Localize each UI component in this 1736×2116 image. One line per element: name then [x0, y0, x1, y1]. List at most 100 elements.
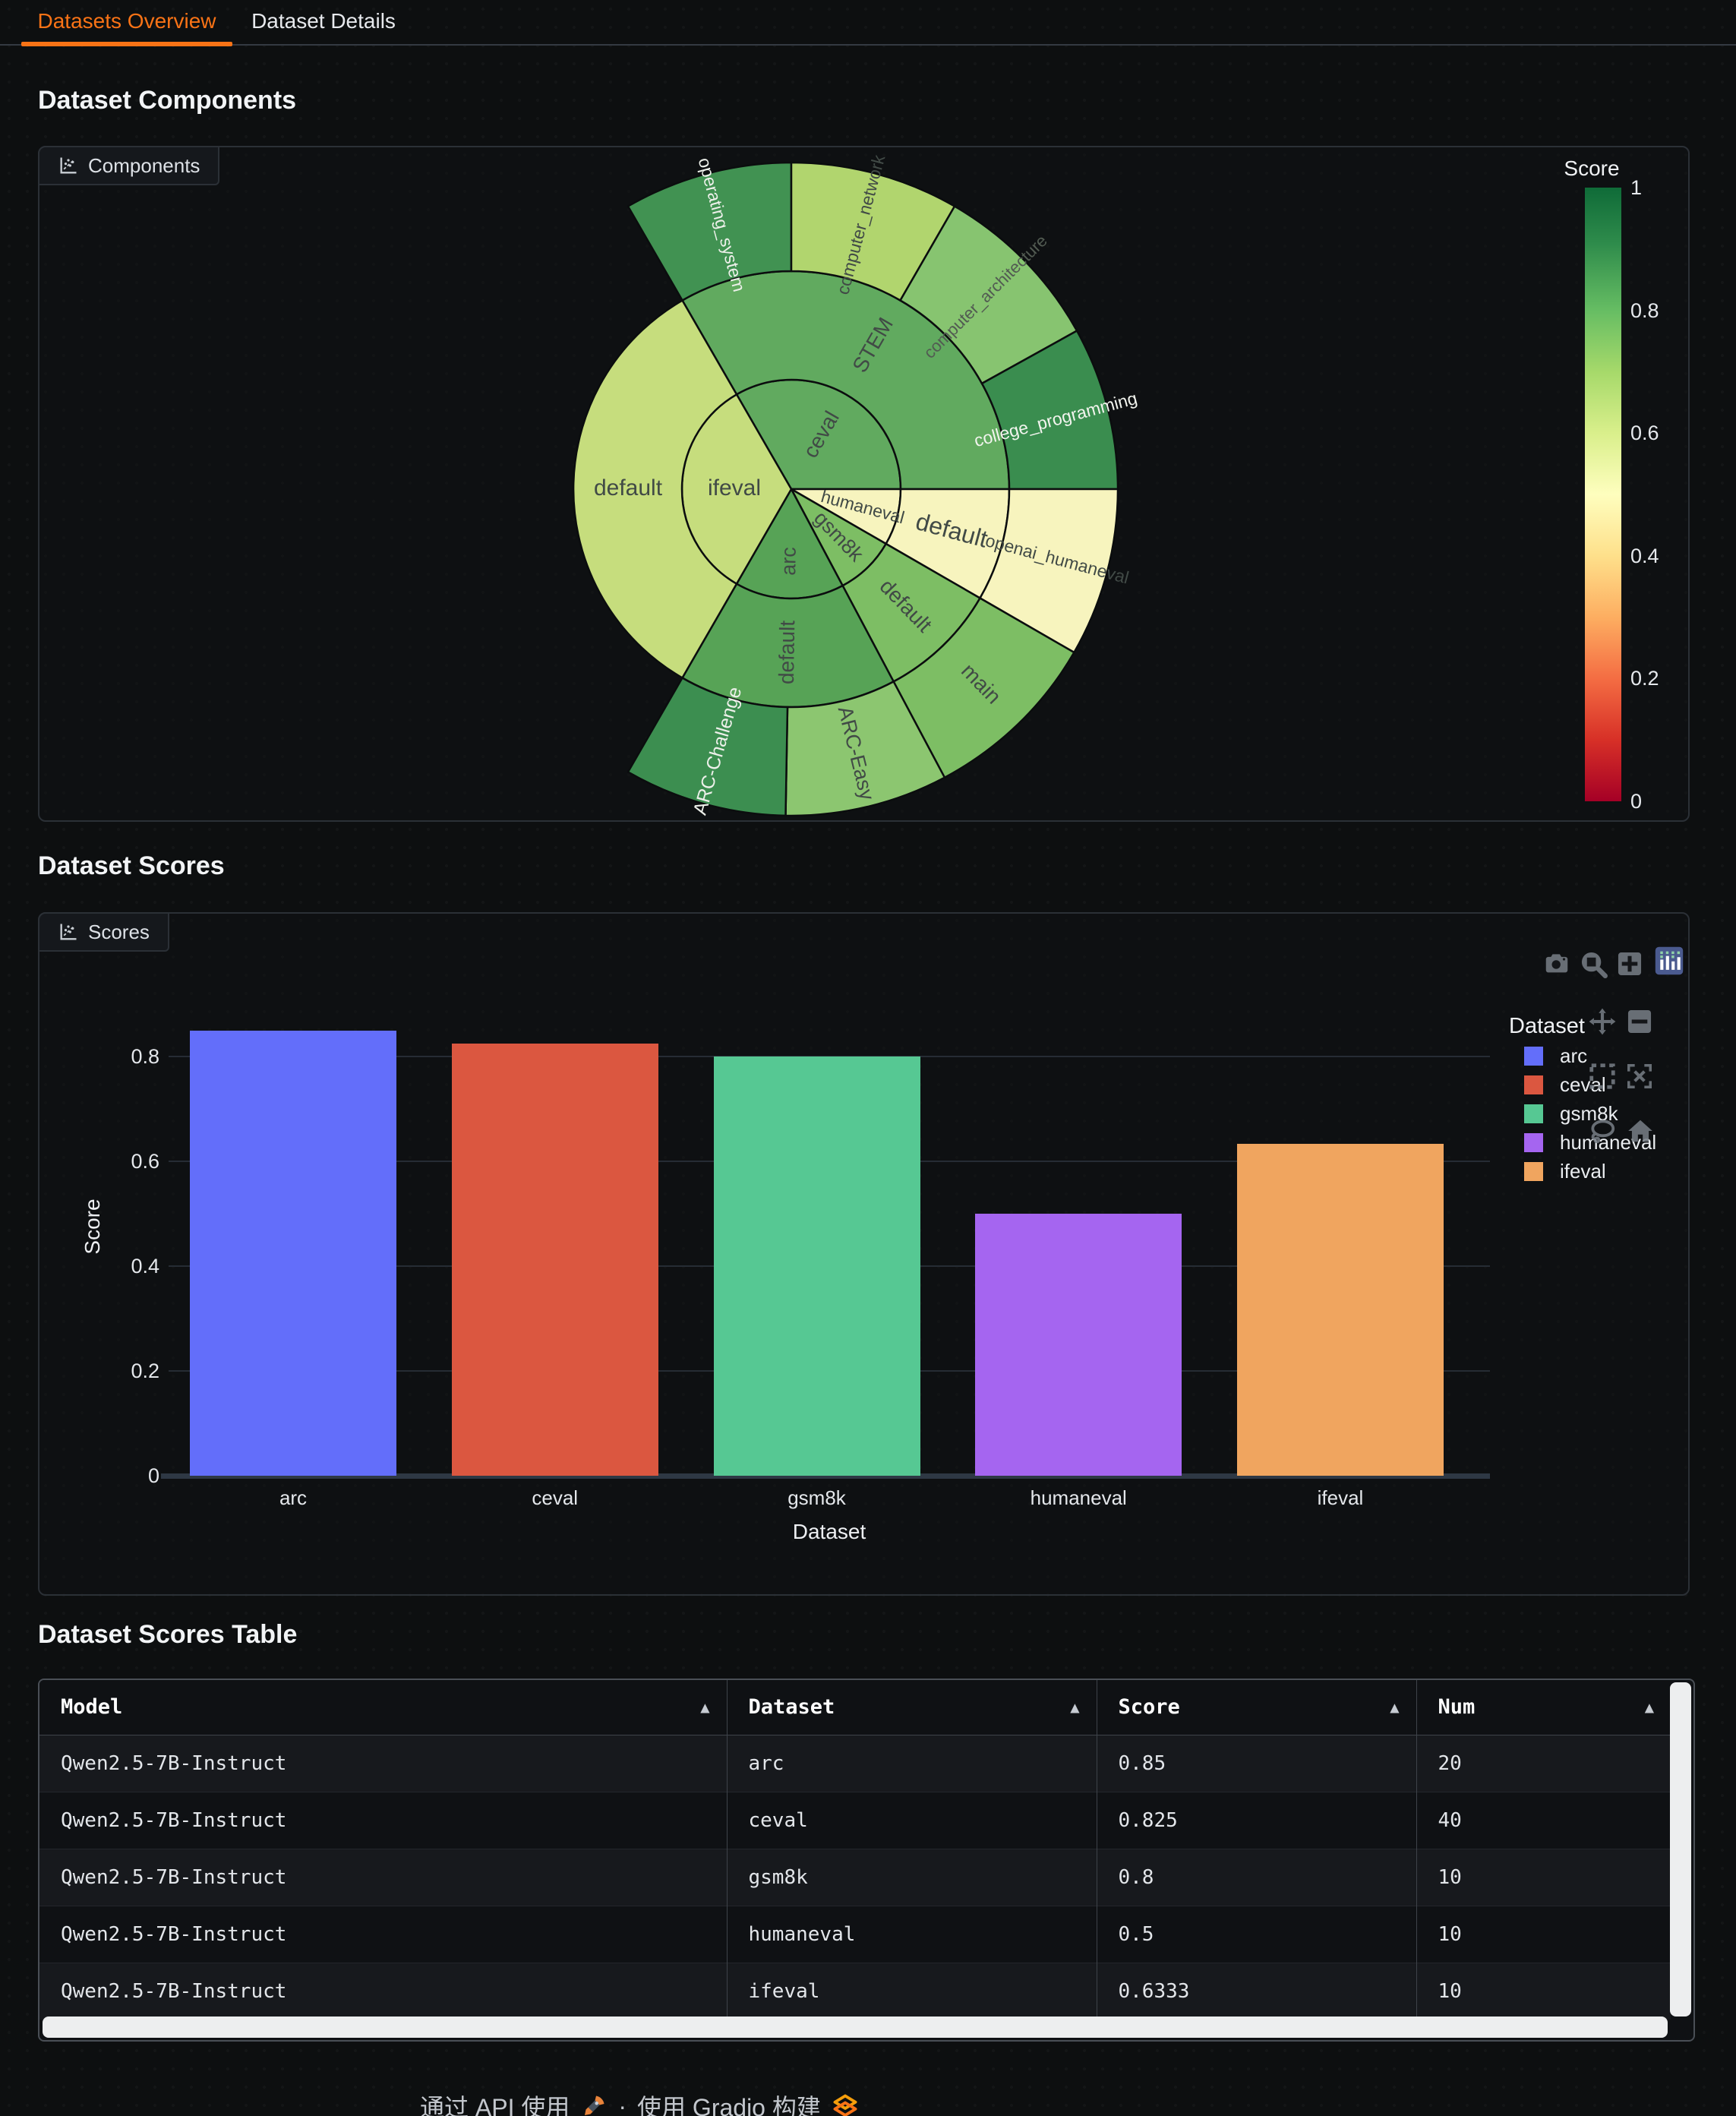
sunburst-label-arc: arc [777, 547, 800, 576]
x-tick-humaneval: humaneval [1030, 1486, 1127, 1509]
y-tick-0.4: 0.4 [131, 1255, 159, 1277]
sort-arrow-icon[interactable]: ▲ [1070, 1700, 1080, 1715]
autoscale-icon[interactable] [1623, 1060, 1656, 1093]
x-tick-ifeval: ifeval [1317, 1486, 1364, 1509]
cell-score-0[interactable]: 0.85 [1096, 1734, 1416, 1792]
cell-score-4[interactable]: 0.6333 [1096, 1962, 1416, 2020]
column-header-num[interactable]: Num ▲ [1416, 1680, 1671, 1735]
table-row-gsm8k: Qwen2.5-7B-Instruct gsm8k 0.8 10 [39, 1848, 1671, 1906]
footer-gradio-link[interactable]: 使用 Gradio 构建 [637, 2094, 821, 2116]
sort-arrow-icon[interactable]: ▲ [700, 1700, 710, 1715]
table-row-ceval: Qwen2.5-7B-Instruct ceval 0.825 40 [39, 1791, 1671, 1849]
camera-icon[interactable] [1540, 947, 1573, 981]
cell-num-1[interactable]: 40 [1416, 1791, 1671, 1849]
legend-swatch-ceval [1524, 1075, 1543, 1094]
active-tab-underline [21, 42, 232, 46]
tab-datasets-overview[interactable]: Datasets Overview [37, 9, 216, 33]
legend-label-ifeval: ifeval [1560, 1160, 1606, 1183]
cell-score-1[interactable]: 0.825 [1096, 1791, 1416, 1849]
colorbar-tick-0: 0 [1630, 790, 1643, 813]
zoom-icon[interactable] [1577, 947, 1610, 981]
cell-dataset-2[interactable]: gsm8k [726, 1848, 1097, 1906]
y-axis-title: Score [80, 1199, 104, 1255]
cell-dataset-3[interactable]: humaneval [726, 1905, 1097, 1963]
cell-model-0[interactable]: Qwen2.5-7B-Instruct [39, 1734, 727, 1792]
x-tick-ceval: ceval [532, 1486, 579, 1509]
colorbar-title: Score [1564, 156, 1620, 180]
bar-levels-icon[interactable] [1652, 944, 1686, 977]
bar-gsm8k[interactable] [713, 1056, 920, 1476]
cell-model-4[interactable]: Qwen2.5-7B-Instruct [39, 1962, 727, 2020]
colorbar-tick-0.2: 0.2 [1630, 667, 1659, 690]
scores-table: Model ▲ Dataset ▲ Score ▲ Num ▲ Qwen2.5-7B-Inst… [39, 1680, 1671, 2020]
plot-icon [60, 157, 77, 174]
y-tick-0: 0 [147, 1464, 159, 1487]
table-row-ifeval: Qwen2.5-7B-Instruct ifeval 0.6333 10 [39, 1962, 1671, 2020]
x-tick-arc: arc [279, 1486, 308, 1509]
tab-dataset-details[interactable]: Dataset Details [251, 9, 396, 33]
pan-icon[interactable] [1586, 1005, 1619, 1038]
cell-num-2[interactable]: 10 [1416, 1848, 1671, 1906]
cell-score-2[interactable]: 0.8 [1096, 1848, 1416, 1906]
plot-icon [60, 924, 77, 940]
colorbar-tick-1: 1 [1630, 176, 1643, 199]
column-header-score[interactable]: Score ▲ [1096, 1680, 1416, 1735]
y-tick-0.6: 0.6 [131, 1150, 159, 1173]
sort-arrow-icon[interactable]: ▲ [1390, 1700, 1400, 1715]
legend-swatch-ifeval [1524, 1161, 1543, 1181]
components-panel-label-text: Components [88, 153, 200, 177]
sunburst-label-default: default [775, 620, 799, 684]
cell-model-2[interactable]: Qwen2.5-7B-Instruct [39, 1848, 727, 1906]
legend-swatch-arc [1524, 1046, 1543, 1066]
scores-panel-label: Scores [38, 912, 169, 952]
legend-item-ceval[interactable]: ceval [1524, 1075, 1606, 1094]
sunburst-label-ifeval: ifeval [708, 475, 761, 501]
cell-dataset-0[interactable]: arc [726, 1734, 1097, 1792]
components-panel-label: Components [38, 146, 220, 185]
cell-num-0[interactable]: 20 [1416, 1734, 1671, 1792]
cell-model-3[interactable]: Qwen2.5-7B-Instruct [39, 1905, 727, 1963]
bar-ceval[interactable] [451, 1043, 658, 1476]
legend-swatch-gsm8k [1524, 1104, 1543, 1123]
cell-dataset-1[interactable]: ceval [726, 1791, 1097, 1849]
x-tick-gsm8k: gsm8k [788, 1486, 846, 1509]
cell-num-4[interactable]: 10 [1416, 1962, 1671, 2020]
table-horizontal-scrollbar[interactable] [43, 2017, 1668, 2038]
colorbar-tick-0.8: 0.8 [1630, 298, 1659, 322]
bar-arc[interactable] [190, 1030, 396, 1476]
gradio-logo-icon [833, 2094, 857, 2116]
column-header-dataset[interactable]: Dataset ▲ [726, 1680, 1097, 1735]
cell-model-1[interactable]: Qwen2.5-7B-Instruct [39, 1791, 727, 1849]
legend-item-gsm8k[interactable]: gsm8k [1524, 1104, 1618, 1123]
y-tick-0.2: 0.2 [131, 1360, 159, 1382]
scores-panel-label-text: Scores [88, 920, 150, 943]
sunburst-segment-default[interactable] [572, 298, 738, 680]
x-axis-line [161, 1473, 1490, 1479]
lasso-icon[interactable] [1586, 1114, 1619, 1148]
box-select-icon[interactable] [1586, 1060, 1619, 1093]
sort-arrow-icon[interactable]: ▲ [1644, 1700, 1654, 1715]
zoom-out-icon[interactable] [1623, 1005, 1656, 1038]
bar-ifeval[interactable] [1237, 1144, 1444, 1476]
legend-item-ifeval[interactable]: ifeval [1524, 1161, 1606, 1181]
scores-panel: Scores 0 0.2 0.4 0.6 0.8 arc ceval gsm8k humanev… [38, 912, 1690, 1596]
bar-humaneval[interactable] [975, 1214, 1182, 1476]
legend-title: Dataset [1509, 1014, 1585, 1038]
scores-table-container: Model ▲ Dataset ▲ Score ▲ Num ▲ Qwen2.5-7B-Inst… [38, 1679, 1695, 2042]
legend-item-arc[interactable]: arc [1524, 1046, 1587, 1066]
sunburst-label-default: default [594, 475, 663, 501]
colorbar-tick-0.4: 0.4 [1630, 544, 1659, 567]
zoom-in-icon[interactable] [1613, 947, 1646, 981]
column-header-model[interactable]: Model ▲ [39, 1680, 727, 1735]
cell-num-3[interactable]: 10 [1416, 1905, 1671, 1963]
cell-dataset-4[interactable]: ifeval [726, 1962, 1097, 2020]
legend-label-gsm8k: gsm8k [1560, 1102, 1618, 1125]
cell-score-3[interactable]: 0.5 [1096, 1905, 1416, 1963]
table-vertical-scrollbar[interactable] [1670, 1682, 1691, 2017]
legend-swatch-humaneval [1524, 1132, 1543, 1152]
home-icon[interactable] [1624, 1114, 1657, 1148]
footer-api-link[interactable]: 通过 API 使用 [420, 2094, 570, 2116]
score-colorbar [1585, 188, 1621, 801]
sunburst-segment-ARC-Challenge[interactable] [627, 676, 789, 817]
x-axis-title: Dataset [792, 1520, 866, 1543]
